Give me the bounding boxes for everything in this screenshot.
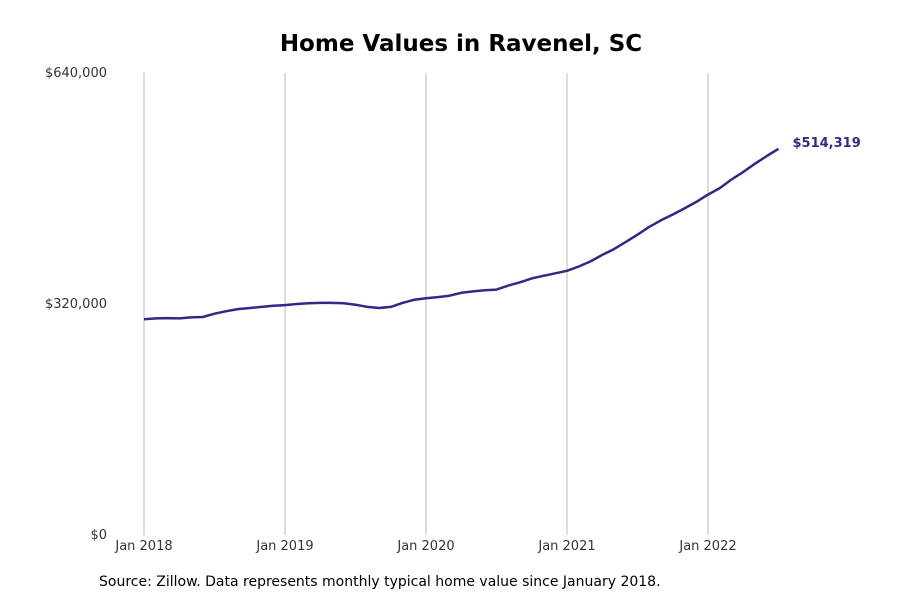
x-tick-label: Jan 2020 [396,539,454,554]
gridlines [143,73,709,535]
y-axis-ticks: $0 $320,000 $640,000 [45,66,107,543]
home-value-line [143,147,780,321]
chart-title: Home Values in Ravenel, SC [280,31,642,57]
x-tick-label: Jan 2022 [678,539,736,554]
source-note: Source: Zillow. Data represents monthly … [99,574,661,590]
y-tick-label: $320,000 [45,297,107,312]
x-tick-label: Jan 2019 [255,539,313,554]
x-tick-label: Jan 2018 [114,539,172,554]
x-tick-label: Jan 2021 [537,539,595,554]
latest-value-label: $514,319 [793,136,861,151]
x-axis-ticks: Jan 2018 Jan 2019 Jan 2020 Jan 2021 Jan 2022 [114,539,736,554]
y-tick-label: $640,000 [45,66,107,81]
y-tick-label: $0 [90,528,107,543]
